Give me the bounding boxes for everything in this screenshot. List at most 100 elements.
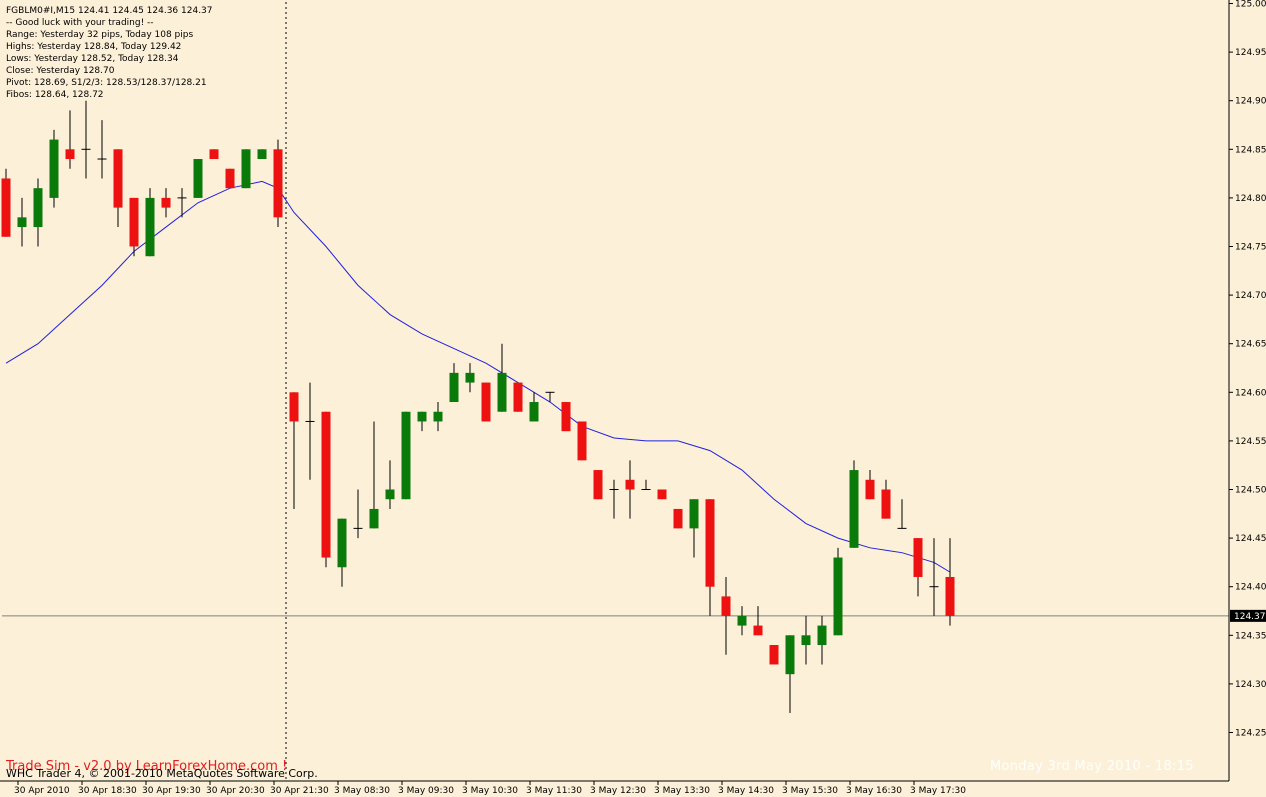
y-tick-label: 124.75 xyxy=(1235,243,1266,253)
candle xyxy=(849,460,859,548)
trade-sim-watermark: Trade Sim - v2.0 by LearnForexHome.com ! xyxy=(6,759,288,774)
candle-body-bull xyxy=(801,635,811,646)
candle-body-bear xyxy=(593,470,603,500)
candle-body-bull xyxy=(145,197,155,257)
current-price-box xyxy=(1230,609,1266,622)
candle-body-bear xyxy=(273,149,283,218)
candle-body-bull xyxy=(785,635,795,675)
candle-body-bull xyxy=(433,411,443,422)
x-tick-label: 3 May 09:30 xyxy=(398,786,454,796)
candle-body-bull xyxy=(833,557,843,636)
candle-body-bear xyxy=(561,402,571,432)
candle xyxy=(257,149,267,160)
y-tick-label: 124.50 xyxy=(1235,486,1266,496)
candle xyxy=(1,168,11,237)
copyright-text: WHC Trader 4, © 2001-2010 MetaQuotes Sof… xyxy=(6,767,318,780)
candle xyxy=(865,470,875,500)
candle-body-bull xyxy=(193,159,203,198)
info-fibos-line: Fibos: 128.64, 128.72 xyxy=(6,90,104,100)
candle xyxy=(465,363,475,393)
x-tick-label: 3 May 12:30 xyxy=(590,786,646,796)
candle xyxy=(513,382,523,412)
candle-body-bull xyxy=(33,188,43,228)
candle xyxy=(609,479,619,519)
candle xyxy=(337,518,347,587)
x-tick-label: 3 May 15:30 xyxy=(782,786,838,796)
candle-body-bear xyxy=(129,197,139,247)
candle-body-bear xyxy=(289,392,299,422)
candle-body-bear xyxy=(65,149,75,160)
candles-layer xyxy=(1,100,955,714)
candle-body-bear xyxy=(113,149,123,208)
candle xyxy=(209,149,219,160)
candle xyxy=(801,615,811,665)
x-tick-label: 3 May 16:30 xyxy=(846,786,902,796)
info-symbol-line: FGBLM0#I,M15 124.41 124.45 124.36 124.37 xyxy=(6,6,213,16)
candle-body-bear xyxy=(721,596,731,616)
y-tick-label: 124.25 xyxy=(1235,729,1266,739)
candle-body-bull xyxy=(369,508,379,529)
candle xyxy=(177,188,187,218)
candle xyxy=(113,149,123,228)
x-tick-label: 3 May 11:30 xyxy=(526,786,582,796)
candle xyxy=(673,508,683,529)
candle-body-bear xyxy=(161,197,171,208)
candle xyxy=(49,129,59,208)
candle xyxy=(529,392,539,422)
candle xyxy=(497,343,507,412)
candle-body-bull xyxy=(817,625,827,646)
candle-body-bull xyxy=(49,139,59,198)
candle xyxy=(81,100,91,179)
candle-body-bear xyxy=(865,479,875,500)
candle-body-bear xyxy=(913,538,923,577)
candle-body-bear xyxy=(673,508,683,529)
y-tick-label: 124.95 xyxy=(1235,48,1266,58)
info-pivot-line: Pivot: 128.69, S1/2/3: 128.53/128.37/128… xyxy=(6,78,207,88)
candle-body-bear xyxy=(577,421,587,461)
y-tick-label: 125.00 xyxy=(1235,0,1266,10)
candle xyxy=(385,460,395,509)
y-tick-label: 124.65 xyxy=(1235,340,1266,350)
x-tick-label: 30 Apr 21:30 xyxy=(270,786,329,796)
candle xyxy=(929,538,939,616)
candle xyxy=(641,479,651,490)
candle-body-bear xyxy=(1,178,11,237)
candle-body-bear xyxy=(705,499,715,587)
x-tick-label: 3 May 10:30 xyxy=(462,786,518,796)
candle xyxy=(449,363,459,403)
y-tick-label: 124.40 xyxy=(1235,583,1266,593)
candle xyxy=(833,547,843,636)
candle xyxy=(289,392,299,509)
candle-body-bull xyxy=(417,411,427,422)
info-greeting-line: -- Good luck with your trading! -- xyxy=(6,18,154,28)
date-watermark: Monday 3rd May 2010 - 18:15 xyxy=(990,759,1194,774)
moving-average-layer xyxy=(5,180,951,573)
candle-body-bear xyxy=(657,489,667,500)
candle-body-bear xyxy=(625,479,635,490)
candle xyxy=(241,149,251,189)
candle xyxy=(721,576,731,655)
candle xyxy=(897,499,907,529)
info-range-line: Range: Yesterday 32 pips, Today 108 pips xyxy=(6,30,194,40)
indicator-info-block: FGBLM0#I,M15 124.41 124.45 124.36 124.37… xyxy=(6,5,213,101)
candle xyxy=(273,139,283,228)
info-close-line: Close: Yesterday 128.70 xyxy=(6,66,115,76)
candle xyxy=(545,391,555,403)
candle-body-bull xyxy=(529,402,539,422)
y-tick-label: 124.30 xyxy=(1235,680,1266,690)
x-tick-label: 30 Apr 20:30 xyxy=(206,786,265,796)
candle-body-bull xyxy=(449,372,459,403)
candle-body-bear xyxy=(945,576,955,616)
candle-body-bull xyxy=(465,372,475,383)
candle xyxy=(321,411,331,568)
candle-body-bull xyxy=(737,615,747,626)
candle xyxy=(481,382,491,422)
candle-body-bear xyxy=(513,382,523,412)
candle xyxy=(353,489,363,539)
candle xyxy=(657,489,667,500)
x-tick-label: 30 Apr 19:30 xyxy=(142,786,201,796)
candle-body-bear xyxy=(481,382,491,422)
y-tick-label: 124.55 xyxy=(1235,437,1266,447)
